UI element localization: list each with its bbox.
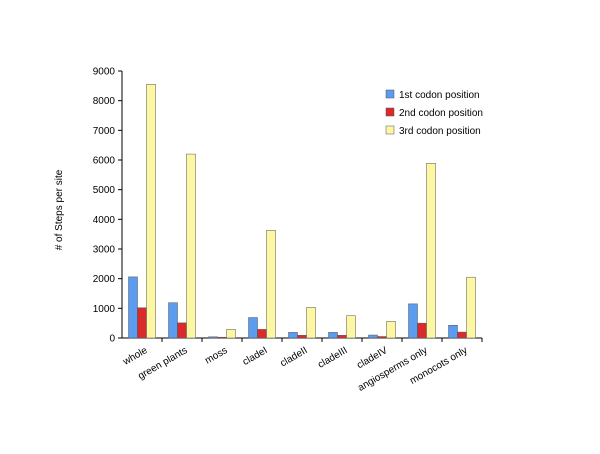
bar-2 (217, 336, 227, 339)
y-tick-label: 3000 (93, 245, 116, 256)
y-tick-label: 6000 (93, 156, 116, 167)
y-tick-label: 8000 (93, 96, 116, 107)
x-tick-label: angiosperms only (356, 345, 429, 394)
x-tick-label: cladeIII (316, 345, 349, 371)
legend-label: 1st codon position (399, 90, 480, 101)
x-tick-label: whole (120, 345, 149, 368)
legend: 1st codon position 2nd codon position 3rd … (385, 89, 483, 137)
legend-label: 2nd codon position (399, 108, 483, 119)
bar-1 (408, 303, 418, 339)
bar-3 (386, 321, 396, 339)
y-tick-label: 0 (109, 334, 115, 345)
bar-2 (377, 336, 387, 339)
bar-2 (337, 335, 347, 339)
x-tick-label: cladeI (241, 345, 270, 368)
bar-2 (177, 322, 187, 339)
x-tick-label: moss (203, 345, 229, 366)
bar-3 (306, 307, 316, 339)
bar-3 (266, 230, 276, 339)
bar-1 (248, 317, 258, 339)
legend-swatch (385, 107, 395, 117)
y-tick-label: 5000 (93, 185, 116, 196)
bar-1 (208, 336, 218, 339)
bar-1 (288, 332, 298, 339)
legend-swatch (385, 89, 395, 99)
bar-1 (168, 302, 178, 339)
legend-label: 3rd codon position (399, 126, 481, 137)
bar-1 (328, 332, 338, 339)
bar-2 (457, 331, 467, 339)
y-axis-title-group: # of Steps per site (54, 169, 65, 250)
bar-1 (448, 324, 458, 339)
bar-2 (137, 307, 147, 339)
bar-3 (186, 153, 196, 339)
bar-3 (226, 329, 236, 339)
bar-2 (297, 335, 307, 339)
plot-area: 0 1000 2000 3000 4000 5000 6000 7000 8000 9000 who… (93, 67, 483, 394)
bar-2 (257, 329, 267, 339)
legend-swatch (385, 125, 395, 135)
bar-3 (426, 163, 436, 339)
bar-1 (128, 276, 138, 339)
y-tick-label: 1000 (93, 304, 116, 315)
bar-2 (417, 322, 427, 339)
bar-3 (346, 315, 356, 339)
y-tick-label: 4000 (93, 215, 116, 226)
y-tick-label: 9000 (93, 67, 116, 78)
bar-3 (466, 276, 476, 339)
bar-3 (146, 84, 156, 339)
y-axis-title: # of Steps per site (54, 169, 65, 250)
y-tick-label: 2000 (93, 274, 116, 285)
x-tick-label: cladeII (278, 345, 309, 369)
y-tick-label: 7000 (93, 126, 116, 137)
bar-1 (368, 334, 378, 339)
